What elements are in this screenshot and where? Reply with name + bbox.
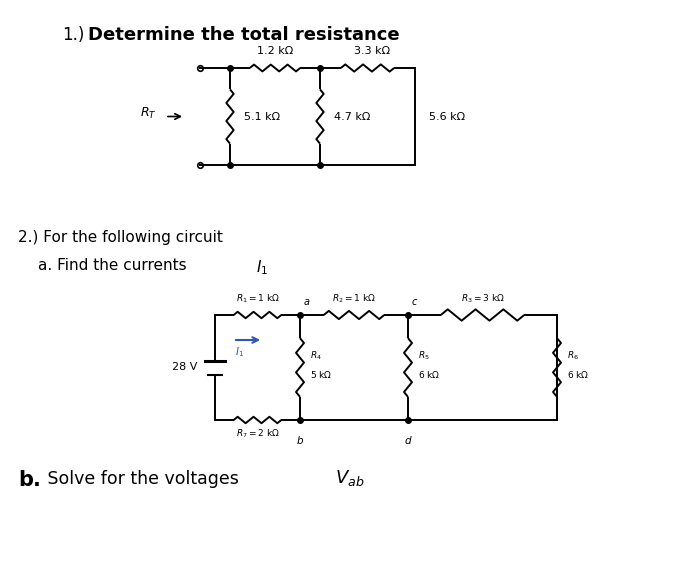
Text: $R_6$: $R_6$ bbox=[567, 349, 579, 361]
Text: a. Find the currents: a. Find the currents bbox=[38, 258, 192, 273]
Text: 1.2 kΩ: 1.2 kΩ bbox=[257, 46, 293, 56]
Text: $R_2 = 1$ k$\Omega$: $R_2 = 1$ k$\Omega$ bbox=[332, 292, 376, 305]
Text: 5 k$\Omega$: 5 k$\Omega$ bbox=[310, 369, 332, 380]
Text: 6 k$\Omega$: 6 k$\Omega$ bbox=[418, 369, 440, 380]
Text: Determine the total resistance: Determine the total resistance bbox=[88, 26, 400, 44]
Text: $R_T$: $R_T$ bbox=[140, 106, 156, 121]
Text: $d$: $d$ bbox=[404, 434, 412, 446]
Text: $b$: $b$ bbox=[296, 434, 304, 446]
Text: $R_7 = 2$ k$\Omega$: $R_7 = 2$ k$\Omega$ bbox=[236, 428, 279, 440]
Text: $R_3 = 3$ k$\Omega$: $R_3 = 3$ k$\Omega$ bbox=[461, 292, 505, 305]
Text: 3.3 kΩ: 3.3 kΩ bbox=[354, 46, 391, 56]
Text: $a$: $a$ bbox=[303, 297, 310, 307]
Text: $I_1$: $I_1$ bbox=[256, 258, 268, 277]
Text: $c$: $c$ bbox=[411, 297, 418, 307]
Text: $R_4$: $R_4$ bbox=[310, 349, 322, 361]
Text: b.: b. bbox=[18, 470, 41, 490]
Text: Solve for the voltages: Solve for the voltages bbox=[42, 470, 244, 488]
Text: $I_1$: $I_1$ bbox=[235, 345, 244, 359]
Text: 4.7 kΩ: 4.7 kΩ bbox=[334, 112, 370, 121]
Text: 1.): 1.) bbox=[62, 26, 85, 44]
Text: $V_{ab}$: $V_{ab}$ bbox=[335, 468, 365, 488]
Text: $R_1 = 1$ k$\Omega$: $R_1 = 1$ k$\Omega$ bbox=[236, 292, 279, 305]
Text: 5.6 kΩ: 5.6 kΩ bbox=[429, 112, 465, 121]
Text: 6 k$\Omega$: 6 k$\Omega$ bbox=[567, 369, 589, 380]
Text: 28 V: 28 V bbox=[172, 362, 197, 372]
Text: 5.1 kΩ: 5.1 kΩ bbox=[244, 112, 280, 121]
Text: 2.) For the following circuit: 2.) For the following circuit bbox=[18, 230, 223, 245]
Text: $R_5$: $R_5$ bbox=[418, 349, 430, 361]
